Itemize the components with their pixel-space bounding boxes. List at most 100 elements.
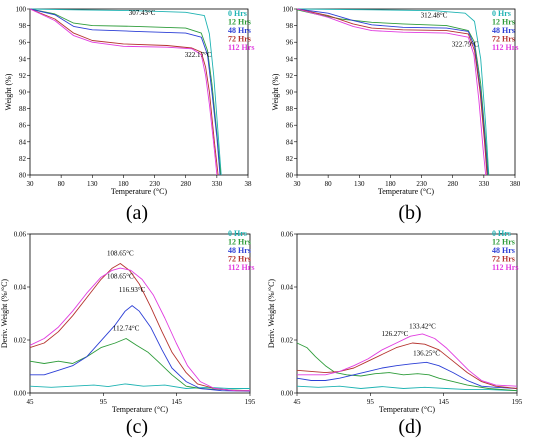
- legend-entry-12-hrs: 12 Hrs: [228, 18, 251, 27]
- y-tick-label: 90: [19, 89, 27, 97]
- x-tick-label: 330: [212, 180, 223, 188]
- legend-entry-0-hrs: 0 Hrs: [492, 229, 511, 238]
- annotation-label: 108.65°C: [107, 272, 134, 280]
- annotation-label: 312.48°C: [421, 11, 448, 19]
- x-tick-label: 180: [118, 180, 129, 188]
- series-line-112-hrs: [297, 333, 518, 387]
- x-tick-label: 95: [100, 398, 108, 406]
- legend-entry-48-hrs: 48 Hrs: [228, 246, 251, 255]
- series-line-72-hrs: [296, 8, 488, 176]
- y-axis-label: Deriv. Weight (%/°C): [267, 279, 276, 349]
- series-line-48-hrs: [296, 361, 518, 389]
- panel-c: 45 95 145 195 0.00 0.02 0.04 0.06 Temperature (°…: [0, 229, 256, 438]
- x-tick-label: 30: [27, 180, 35, 188]
- y-tick-label: 98: [19, 22, 27, 30]
- panel-caption: (d): [398, 416, 421, 438]
- legend-entry-0-hrs: 0 Hrs: [492, 9, 511, 18]
- annotation-label: 136.25°C: [413, 350, 440, 358]
- y-tick-label: 80: [19, 172, 27, 180]
- x-tick-label: 45: [27, 398, 35, 406]
- x-tick-label: 130: [87, 180, 98, 188]
- legend-entry-48-hrs: 48 Hrs: [492, 26, 515, 35]
- annotation-label: 108.65°C: [107, 250, 134, 258]
- panel-b: 30 80 130 180 230 280 330 380808284868890929496…: [271, 6, 521, 225]
- legend-entry-12-hrs: 12 Hrs: [492, 238, 515, 247]
- y-tick-label: 82: [19, 155, 27, 163]
- series-line-0-hrs: [296, 385, 518, 392]
- panel-caption: (a): [126, 202, 148, 224]
- plot-frame: [296, 233, 518, 394]
- legend-entry-48-hrs: 48 Hrs: [492, 246, 515, 255]
- y-tick-label: 100: [16, 6, 27, 14]
- y-tick-label: 86: [19, 122, 27, 130]
- annotation-label: 126.27°C: [382, 330, 409, 338]
- x-tick-label: 130: [354, 180, 365, 188]
- y-tick-label: 0.04: [14, 284, 27, 292]
- x-tick-label: 180: [385, 180, 396, 188]
- legend-entry-72-hrs: 72 Hrs: [228, 255, 251, 264]
- x-tick-label: 145: [438, 398, 449, 406]
- x-tick-label: 330: [479, 180, 490, 188]
- y-tick-label: 0.02: [281, 337, 294, 345]
- legend-entry-48-hrs: 48 Hrs: [228, 26, 251, 35]
- x-axis-label: Temperature (°C): [112, 405, 169, 414]
- legend-entry-72-hrs: 72 Hrs: [228, 35, 251, 44]
- annotation-label: 307.43°C: [129, 9, 156, 17]
- legend-entry-112-hrs: 112 Hrs: [492, 43, 518, 52]
- legend-entry-72-hrs: 72 Hrs: [492, 35, 515, 44]
- series-line-112-hrs: [29, 8, 218, 176]
- x-tick-label: 380: [510, 180, 521, 188]
- y-tick-label: 84: [286, 138, 294, 146]
- series-line-112-hrs: [29, 267, 250, 392]
- panel-caption: (b): [398, 202, 421, 224]
- x-tick-label: 30: [294, 180, 302, 188]
- annotation-label: 322.79°C: [452, 40, 479, 48]
- x-tick-label: 80: [325, 180, 333, 188]
- y-tick-label: 0.04: [281, 284, 294, 292]
- annotation-label: 322.17°C: [185, 51, 212, 59]
- y-tick-label: 92: [286, 72, 294, 80]
- y-axis-label: Deriv. Weight (%/°C): [0, 279, 9, 349]
- legend-entry-112-hrs: 112 Hrs: [228, 263, 254, 272]
- series-line-12-hrs: [296, 342, 518, 392]
- series-line-48-hrs: [296, 8, 489, 176]
- plot-frame: [29, 233, 251, 394]
- series-line-112-hrs: [296, 8, 487, 176]
- series-line-12-hrs: [29, 8, 222, 176]
- legend-entry-12-hrs: 12 Hrs: [492, 18, 515, 27]
- legend-entry-112-hrs: 112 Hrs: [228, 43, 254, 52]
- annotation-label: 116.93°C: [119, 286, 146, 294]
- x-tick-label: 195: [512, 398, 523, 406]
- panel-caption: (c): [126, 416, 148, 438]
- x-tick-label: 38: [245, 180, 253, 188]
- x-tick-label: 230: [149, 180, 160, 188]
- x-tick-label: 95: [367, 398, 375, 406]
- annotation-label: 112.74°C: [113, 325, 140, 333]
- legend-entry-12-hrs: 12 Hrs: [228, 238, 251, 247]
- y-tick-label: 88: [286, 105, 294, 113]
- x-tick-label: 230: [416, 180, 427, 188]
- y-axis-label: Weight (%): [4, 73, 13, 110]
- series-line-72-hrs: [29, 8, 219, 176]
- series-line-0-hrs: [29, 383, 250, 389]
- panel-d: 45 95 145 195 0.00 0.02 0.04 0.06 Temperature (°…: [267, 229, 523, 438]
- series-line-12-hrs: [296, 9, 489, 176]
- x-axis-label: Temperature (°C): [111, 187, 168, 196]
- y-tick-label: 0.00: [281, 390, 294, 398]
- y-tick-label: 94: [19, 55, 27, 63]
- y-tick-label: 84: [19, 138, 27, 146]
- annotation-label: 133.42°C: [409, 322, 436, 330]
- y-tick-label: 0.00: [14, 390, 27, 398]
- series-line-72-hrs: [296, 342, 518, 389]
- x-tick-label: 80: [58, 180, 66, 188]
- y-tick-label: 0.06: [281, 231, 294, 239]
- series-line-0-hrs: [296, 8, 490, 176]
- y-tick-label: 88: [19, 105, 27, 113]
- y-tick-label: 98: [286, 22, 294, 30]
- x-tick-label: 45: [294, 398, 302, 406]
- plot-frame: [296, 8, 516, 176]
- y-tick-label: 100: [283, 6, 294, 14]
- y-tick-label: 94: [286, 55, 294, 63]
- y-tick-label: 0.02: [14, 337, 27, 345]
- y-tick-label: 82: [286, 155, 294, 163]
